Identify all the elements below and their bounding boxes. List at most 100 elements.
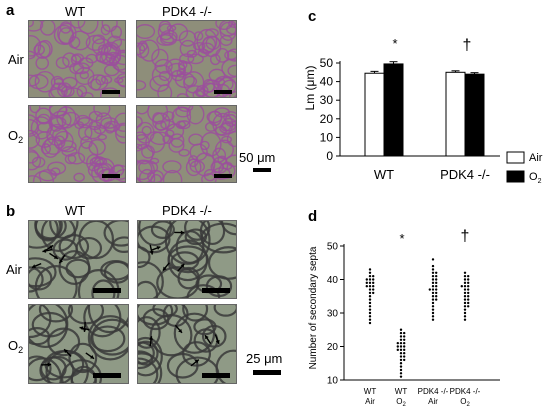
micrograph-b-wt-air bbox=[28, 220, 129, 299]
septa-data-point bbox=[463, 285, 467, 288]
scale-label-b: 25 μm bbox=[246, 351, 283, 366]
panel-b-row-label-air: Air bbox=[6, 262, 22, 277]
septa-data-point bbox=[463, 281, 467, 285]
septa-data-point bbox=[435, 295, 438, 298]
septa-data-point bbox=[431, 288, 435, 291]
micrograph-b-pdk4-air bbox=[137, 220, 237, 299]
septa-data-point bbox=[431, 315, 435, 318]
scale-bar-legend-b bbox=[253, 370, 281, 375]
septa-data-point bbox=[467, 305, 470, 308]
lm-chart-y-axis-label: Lm (μm) bbox=[303, 66, 317, 111]
septa-data-point bbox=[431, 285, 435, 288]
septa-data-point bbox=[463, 291, 467, 295]
panel-b-col-header-pdk4: PDK4 -/- bbox=[162, 203, 212, 218]
scale-bar-b4 bbox=[202, 373, 230, 378]
septa-chart-sig-dagger: † bbox=[461, 228, 470, 245]
arrow-head bbox=[156, 246, 161, 250]
septa-data-point bbox=[463, 295, 467, 298]
septa-chart-y-tick-label: 20 bbox=[327, 342, 339, 353]
septa-data-point bbox=[399, 365, 403, 368]
septa-data-point bbox=[431, 264, 435, 268]
lm-bar bbox=[383, 63, 404, 157]
septa-data-point bbox=[463, 274, 467, 278]
septa-data-point bbox=[435, 291, 438, 295]
arrow-head bbox=[64, 349, 68, 354]
scale-bar-legend-a bbox=[253, 168, 271, 172]
septa-data-point bbox=[365, 281, 368, 285]
septa-data-point bbox=[368, 308, 372, 311]
septa-data-point bbox=[399, 348, 403, 352]
arrow-head bbox=[53, 255, 58, 259]
tissue-texture bbox=[137, 21, 236, 97]
lm-chart-category-pdk4: PDK4 -/- bbox=[440, 167, 490, 182]
septa-data-point bbox=[368, 295, 372, 298]
septa-chart-x-label-line1: PDK4 -/- bbox=[418, 387, 449, 396]
septa-data-point bbox=[463, 305, 467, 308]
septa-data-point bbox=[467, 301, 470, 305]
arrow-head bbox=[194, 359, 199, 364]
septa-data-point bbox=[463, 271, 467, 274]
tissue-texture bbox=[138, 221, 236, 298]
panel-b-col-header-wt: WT bbox=[65, 203, 86, 218]
septa-chart-x-label-line1: WT bbox=[364, 387, 377, 396]
septa-data-point bbox=[399, 352, 403, 355]
lm-chart-sig-dagger: † bbox=[463, 37, 472, 54]
septa-data-point bbox=[368, 321, 372, 325]
septa-data-point bbox=[467, 291, 470, 295]
septa-data-point bbox=[463, 318, 467, 321]
lm-chart-y-tick-label: 10 bbox=[320, 130, 334, 144]
micrograph-b-wt-o2 bbox=[28, 304, 129, 384]
septa-data-point bbox=[431, 318, 435, 321]
arrow-head bbox=[59, 259, 64, 264]
arrow-head bbox=[178, 328, 182, 333]
panel-a-col-header-pdk4: PDK4 -/- bbox=[162, 4, 212, 19]
septa-data-point bbox=[403, 352, 406, 355]
scale-bar-a1 bbox=[102, 90, 120, 94]
septa-chart-x-label-line2: O2 bbox=[396, 397, 406, 408]
septa-data-point bbox=[368, 268, 372, 271]
septa-chart-y-tick-label: 10 bbox=[327, 376, 339, 387]
septa-data-point bbox=[463, 311, 467, 315]
septa-data-point bbox=[428, 288, 431, 291]
septa-data-point bbox=[467, 278, 470, 281]
panel-a-col-header-wt: WT bbox=[65, 4, 86, 19]
micrograph-b-pdk4-o2 bbox=[137, 304, 237, 384]
septa-data-point bbox=[399, 345, 403, 348]
arrow-head bbox=[47, 362, 52, 367]
septa-data-point bbox=[399, 341, 403, 345]
legend-o2-swatch bbox=[506, 170, 525, 183]
septa-data-point bbox=[399, 358, 403, 362]
septa-data-point bbox=[431, 258, 435, 261]
septa-data-point bbox=[467, 285, 470, 288]
septa-data-point bbox=[431, 274, 435, 278]
septa-data-point bbox=[435, 285, 438, 288]
septa-data-point bbox=[431, 308, 435, 311]
panel-a-row-label-o2: O2 bbox=[8, 128, 24, 145]
septa-data-point bbox=[372, 285, 375, 288]
lm-chart-y-tick-label: 40 bbox=[320, 75, 334, 89]
septa-data-point bbox=[431, 305, 435, 308]
scale-bar-b1 bbox=[93, 288, 121, 293]
arrow-head bbox=[205, 335, 209, 340]
septa-chart-x-label-line2: O2 bbox=[460, 397, 470, 408]
septa-data-point bbox=[403, 358, 406, 362]
tissue-texture bbox=[29, 106, 125, 182]
septa-data-point bbox=[431, 281, 435, 285]
septa-data-point bbox=[368, 281, 372, 285]
septa-data-point bbox=[463, 301, 467, 305]
arrow-head bbox=[180, 230, 185, 235]
lm-chart-y-tick-label: 30 bbox=[320, 93, 334, 107]
lm-bar bbox=[445, 71, 466, 157]
septa-data-point bbox=[463, 278, 467, 281]
septa-data-point bbox=[368, 298, 372, 301]
septa-chart-x-label-line1: PDK4 -/- bbox=[450, 387, 481, 396]
lm-chart-y-tick-label: 50 bbox=[320, 56, 334, 70]
lm-chart-category-wt: WT bbox=[374, 167, 394, 182]
septa-chart-sig-star: * bbox=[399, 231, 404, 246]
septa-data-point bbox=[403, 335, 406, 338]
lm-chart-sig-star: * bbox=[392, 36, 397, 51]
septa-data-point bbox=[368, 271, 372, 274]
septa-data-point bbox=[368, 274, 372, 278]
arrow-head bbox=[149, 336, 154, 340]
